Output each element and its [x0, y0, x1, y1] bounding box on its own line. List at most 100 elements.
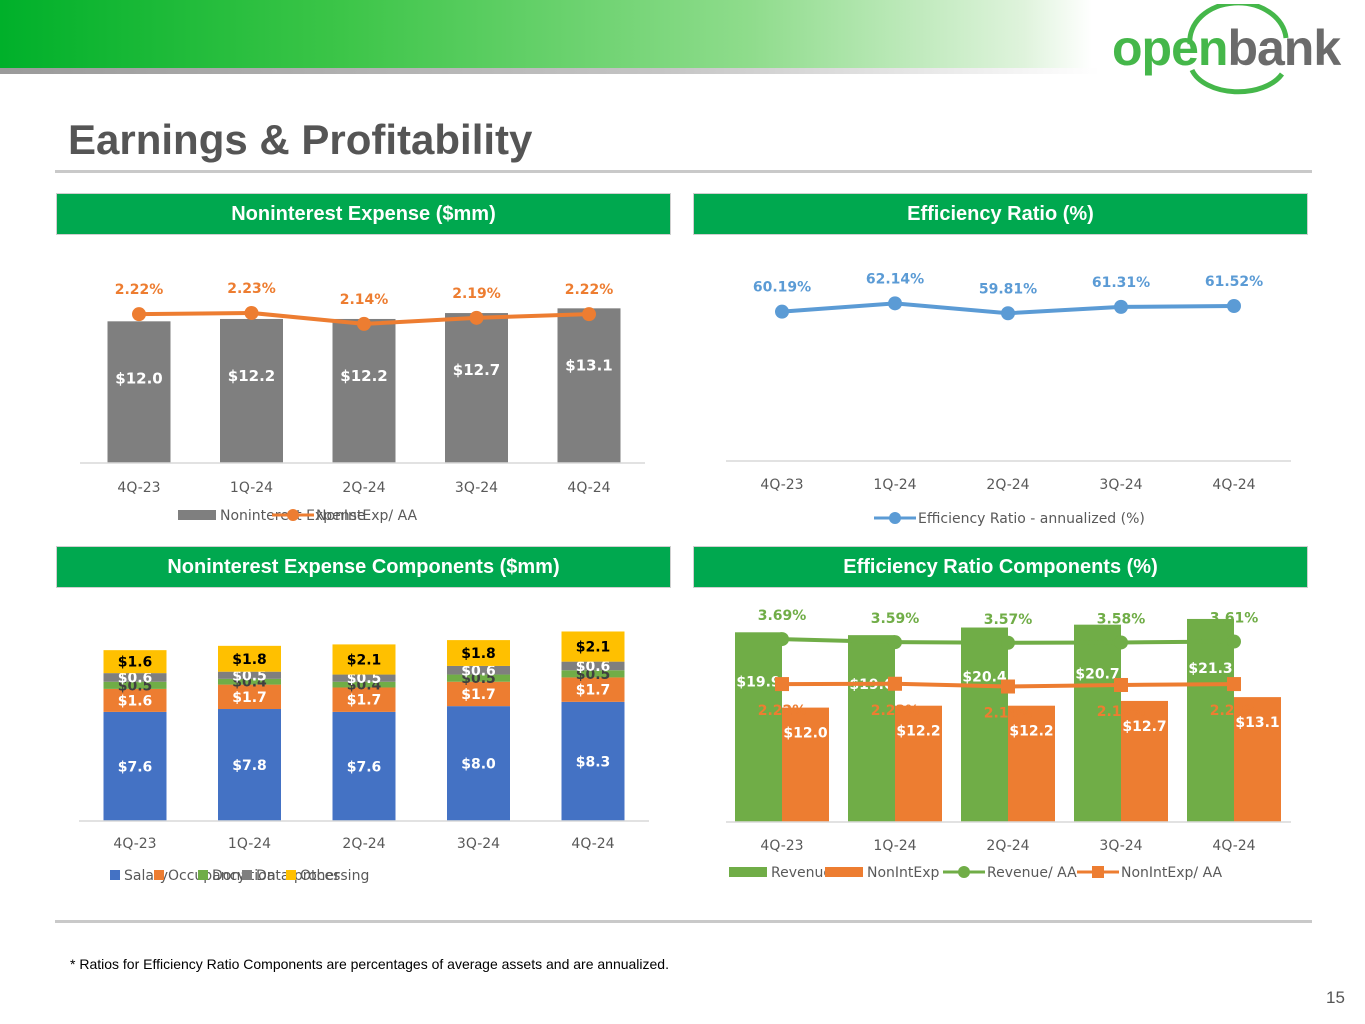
line-value-label: 2.22% [565, 282, 614, 298]
line-value-label: 2.19% [452, 286, 501, 302]
segment-value-label-data-processing: $0.6 [461, 663, 496, 679]
segment-value-label-data-processing: $0.6 [118, 670, 153, 686]
line-point-nonintexp-aa [469, 310, 484, 325]
bar-value-label-revenue: $20.4 [962, 670, 1007, 686]
segment-value-label-donation: $0.5 [118, 678, 153, 694]
x-tick-label: 4Q-23 [117, 480, 160, 496]
bar-value-label-nonintexp: $12.2 [1009, 724, 1053, 740]
line-value-label-revenue-aa: 3.59% [871, 611, 920, 627]
line-value-label: 59.81% [979, 281, 1037, 297]
line-point-nonintexp-aa [244, 305, 259, 320]
legend-label-other: Other [300, 868, 340, 884]
x-tick-label: 4Q-23 [113, 836, 156, 852]
stacked-bar-segment-data-processing [561, 661, 625, 671]
bar-value-label-revenue: $20.7 [1075, 667, 1119, 683]
bar-revenue [961, 627, 1008, 822]
stacked-bar-segment-occupancy [447, 681, 510, 707]
segment-value-label-salary: $7.6 [118, 759, 153, 775]
line-point-efficiency-ratio [1227, 298, 1241, 313]
x-tick-label: 1Q-24 [228, 836, 271, 852]
x-tick-label: 4Q-23 [760, 838, 803, 854]
bar-value-label: $13.1 [565, 356, 612, 374]
bar-value-label: $12.2 [228, 367, 275, 385]
line-point-nonintexp-aa [775, 677, 789, 692]
page-number: 15 [1326, 988, 1345, 1007]
legend-swatch-data-processing [242, 870, 252, 880]
line-point-efficiency-ratio [1114, 299, 1128, 314]
segment-value-label-other: $1.8 [461, 646, 496, 662]
bar-nonintexp [895, 705, 942, 822]
bar-value-label: $12.0 [115, 369, 162, 387]
stacked-bar-segment-donation [103, 681, 167, 689]
segment-value-label-data-processing: $0.5 [232, 668, 267, 684]
line-point-revenue-aa [888, 635, 902, 650]
footnote: * Ratios for Efficiency Ratio Components… [70, 956, 669, 972]
stacked-bar-segment-donation [561, 670, 625, 678]
chart-efficiency-ratio: 4Q-23 1Q-24 2Q-24 3Q-24 4Q-24 60.19% 62.14% 59.… [694, 240, 1307, 540]
line-point-nonintexp-aa [1114, 677, 1128, 692]
bar-nonintexp [1008, 705, 1055, 822]
segment-value-label-occupancy: $1.7 [461, 687, 496, 703]
bar-noninterest-expense [220, 318, 283, 463]
logo-bank-text: bank [1227, 20, 1341, 76]
legend-swatch-nonintexp [825, 867, 863, 877]
x-tick-label: 3Q-24 [1099, 838, 1142, 854]
x-tick-label: 3Q-24 [1099, 477, 1142, 493]
stacked-bar-segment-occupancy [561, 677, 625, 702]
x-tick-label: 1Q-24 [230, 480, 273, 496]
bar-revenue [1074, 624, 1121, 822]
x-tick-label: 3Q-24 [455, 480, 498, 496]
stacked-bar-segment-salary [447, 706, 510, 821]
legend-swatch-occupancy [154, 870, 164, 880]
chart-noninterest-expense: $12.0 $12.2 $12.2 $12.7 $13.1 4Q-23 1Q-24 2Q-24… [57, 240, 670, 540]
segment-value-label-data-processing: $0.5 [347, 671, 382, 687]
segment-value-label-donation: $0.5 [576, 667, 611, 683]
line-point-nonintexp-aa [582, 307, 596, 322]
legend-marker-nonintexp-aa [1092, 866, 1104, 878]
x-tick-label: 1Q-24 [873, 838, 916, 854]
line-point-nonintexp-aa [888, 676, 902, 691]
line-value-label: 61.31% [1092, 275, 1150, 291]
legend-swatch-noninterest-expense [178, 510, 216, 520]
stacked-bar-segment-salary [103, 711, 167, 821]
chart-efficiency-components: $19.9 $19.6 $20.4 $20.7 $21.3 $12.0 $12.2 $12.2… [694, 592, 1307, 902]
legend-swatch-donation [198, 870, 208, 880]
stacked-bar-segment-data-processing [332, 674, 396, 682]
line-value-label: 62.14% [866, 271, 924, 287]
openbank-logo: openbank [1112, 4, 1362, 96]
legend-label-nonintexp-aa: NonIntExp/ AA [1121, 865, 1223, 881]
line-point-revenue-aa [775, 632, 789, 647]
segment-value-label-occupancy: $1.7 [232, 690, 267, 706]
legend-marker-revenue-aa [958, 866, 970, 878]
bar-nonintexp [782, 707, 829, 822]
segment-value-label-salary: $7.6 [347, 759, 382, 775]
stacked-bar-segment-donation [447, 674, 510, 682]
stacked-bar-segment-other [447, 640, 510, 666]
stacked-bar-segment-salary [561, 701, 625, 821]
legend-label-revenue: Revenue [771, 865, 832, 881]
bar-value-label-revenue: $19.9 [736, 674, 780, 690]
bar-revenue [848, 635, 895, 822]
bar-noninterest-expense [107, 321, 171, 463]
bar-value-label-revenue: $21.3 [1188, 661, 1232, 677]
segment-value-label-donation: $0.5 [461, 671, 496, 687]
legend-label-revenue-aa: Revenue/ AA [987, 865, 1077, 881]
line-value-label-revenue-aa: 3.61% [1210, 611, 1259, 627]
bar-nonintexp [1234, 697, 1281, 822]
bar-value-label: $12.7 [453, 361, 500, 379]
title-divider [55, 170, 1312, 173]
line-value-label-nonintexp-aa: 2.14% [984, 706, 1033, 722]
x-tick-label: 1Q-24 [873, 477, 916, 493]
bar-nonintexp [1121, 700, 1168, 822]
logo-open-text: open [1112, 20, 1228, 76]
stacked-bar-segment-occupancy [332, 687, 396, 712]
x-tick-label: 2Q-24 [342, 836, 385, 852]
x-tick-label: 4Q-24 [567, 480, 610, 496]
segment-value-label-occupancy: $1.7 [347, 693, 382, 709]
segment-value-label-data-processing: $0.6 [576, 659, 611, 675]
segment-value-label-other: $1.8 [232, 652, 267, 668]
panel-header-efficiency-ratio: Efficiency Ratio (%) [694, 194, 1307, 234]
line-point-nonintexp-aa [1227, 677, 1241, 692]
stacked-bar-segment-donation [218, 678, 281, 685]
segment-value-label-salary: $8.0 [461, 757, 496, 773]
